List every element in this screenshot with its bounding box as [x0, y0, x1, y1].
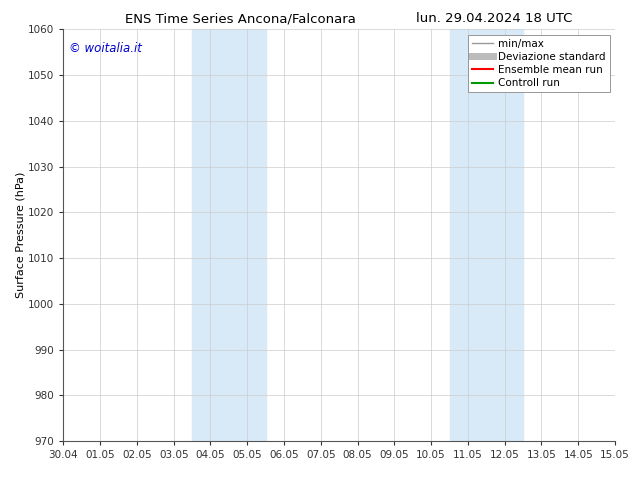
- Bar: [450, 29, 523, 441]
- Bar: [192, 29, 266, 441]
- Legend: min/max, Deviazione standard, Ensemble mean run, Controll run: min/max, Deviazione standard, Ensemble m…: [468, 35, 610, 92]
- Text: lun. 29.04.2024 18 UTC: lun. 29.04.2024 18 UTC: [417, 12, 573, 25]
- Y-axis label: Surface Pressure (hPa): Surface Pressure (hPa): [15, 172, 25, 298]
- Text: © woitalia.it: © woitalia.it: [69, 42, 142, 55]
- Text: ENS Time Series Ancona/Falconara: ENS Time Series Ancona/Falconara: [126, 12, 356, 25]
